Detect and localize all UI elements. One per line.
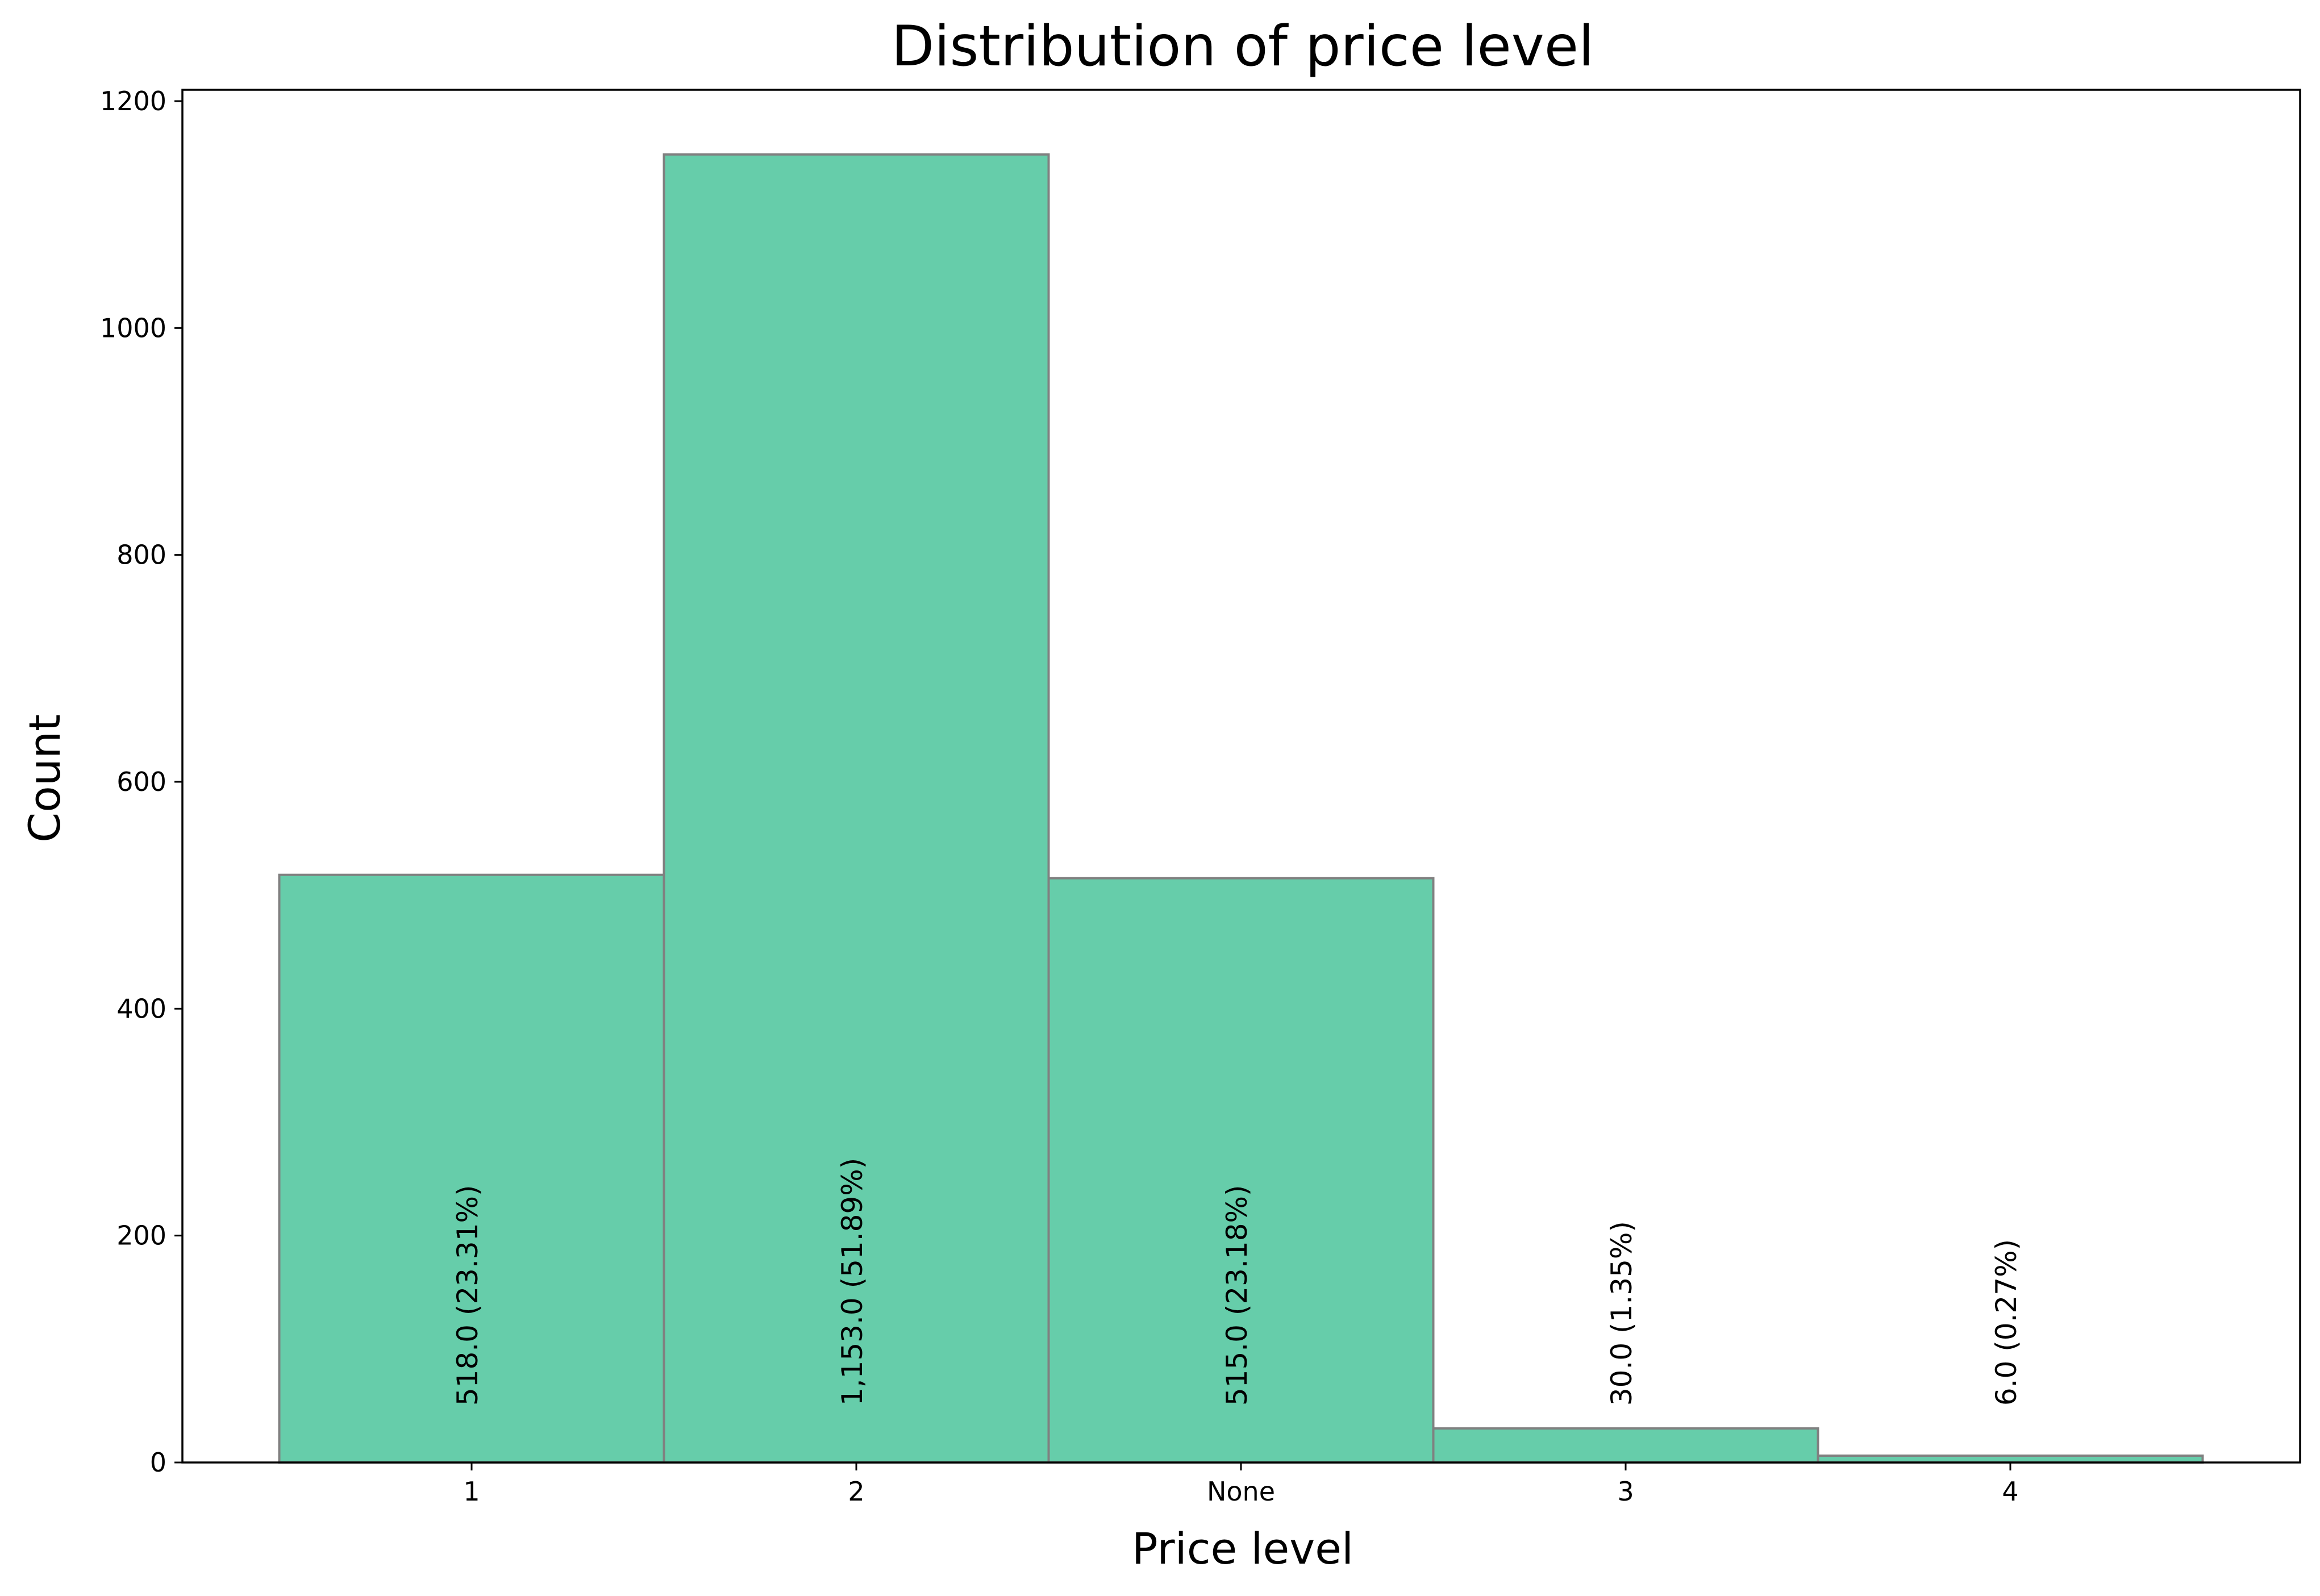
y-tick-label: 1000 <box>100 312 166 343</box>
bar-none <box>1047 877 1435 1464</box>
bar-value-label: 515.0 (23.18%) <box>1221 1185 1253 1406</box>
bars-group <box>278 153 2204 1464</box>
bar-value-label: 1,153.0 (51.89%) <box>836 1158 869 1406</box>
y-axis: 0 200 400 600 800 1000 1200 <box>100 86 182 1478</box>
x-tick-label: 3 <box>1617 1476 1634 1507</box>
bar-3 <box>1432 1427 1819 1464</box>
x-tick-label: None <box>1207 1476 1275 1507</box>
data-labels-group: 518.0 (23.31%) 1,153.0 (51.89%) 515.0 (23.… <box>451 1158 2023 1406</box>
bar-2 <box>663 153 1050 1464</box>
bar-4 <box>1817 1455 2204 1464</box>
y-tick-label: 1200 <box>100 86 166 116</box>
bar-value-label: 518.0 (23.31%) <box>451 1185 484 1406</box>
x-tick-label: 2 <box>848 1476 864 1507</box>
y-tick-label: 400 <box>116 993 166 1024</box>
y-tick-label: 200 <box>116 1220 166 1251</box>
bar-1 <box>278 873 665 1464</box>
y-axis-label: Count <box>19 714 70 843</box>
y-tick-label: 800 <box>116 540 166 570</box>
chart-title: Distribution of price level <box>892 14 1594 79</box>
x-axis-label: Price level <box>1132 1523 1353 1574</box>
bar-value-label: 6.0 (0.27%) <box>1990 1239 2023 1406</box>
bar-value-label: 30.0 (1.35%) <box>1605 1221 1638 1406</box>
plot-frame <box>181 89 2301 1464</box>
x-tick-label: 4 <box>2002 1476 2018 1507</box>
y-tick-label: 600 <box>116 766 166 797</box>
y-tick-label: 0 <box>150 1447 166 1478</box>
x-axis: 1 2 None 3 4 <box>463 1462 2019 1507</box>
x-tick-label: 1 <box>463 1476 480 1507</box>
